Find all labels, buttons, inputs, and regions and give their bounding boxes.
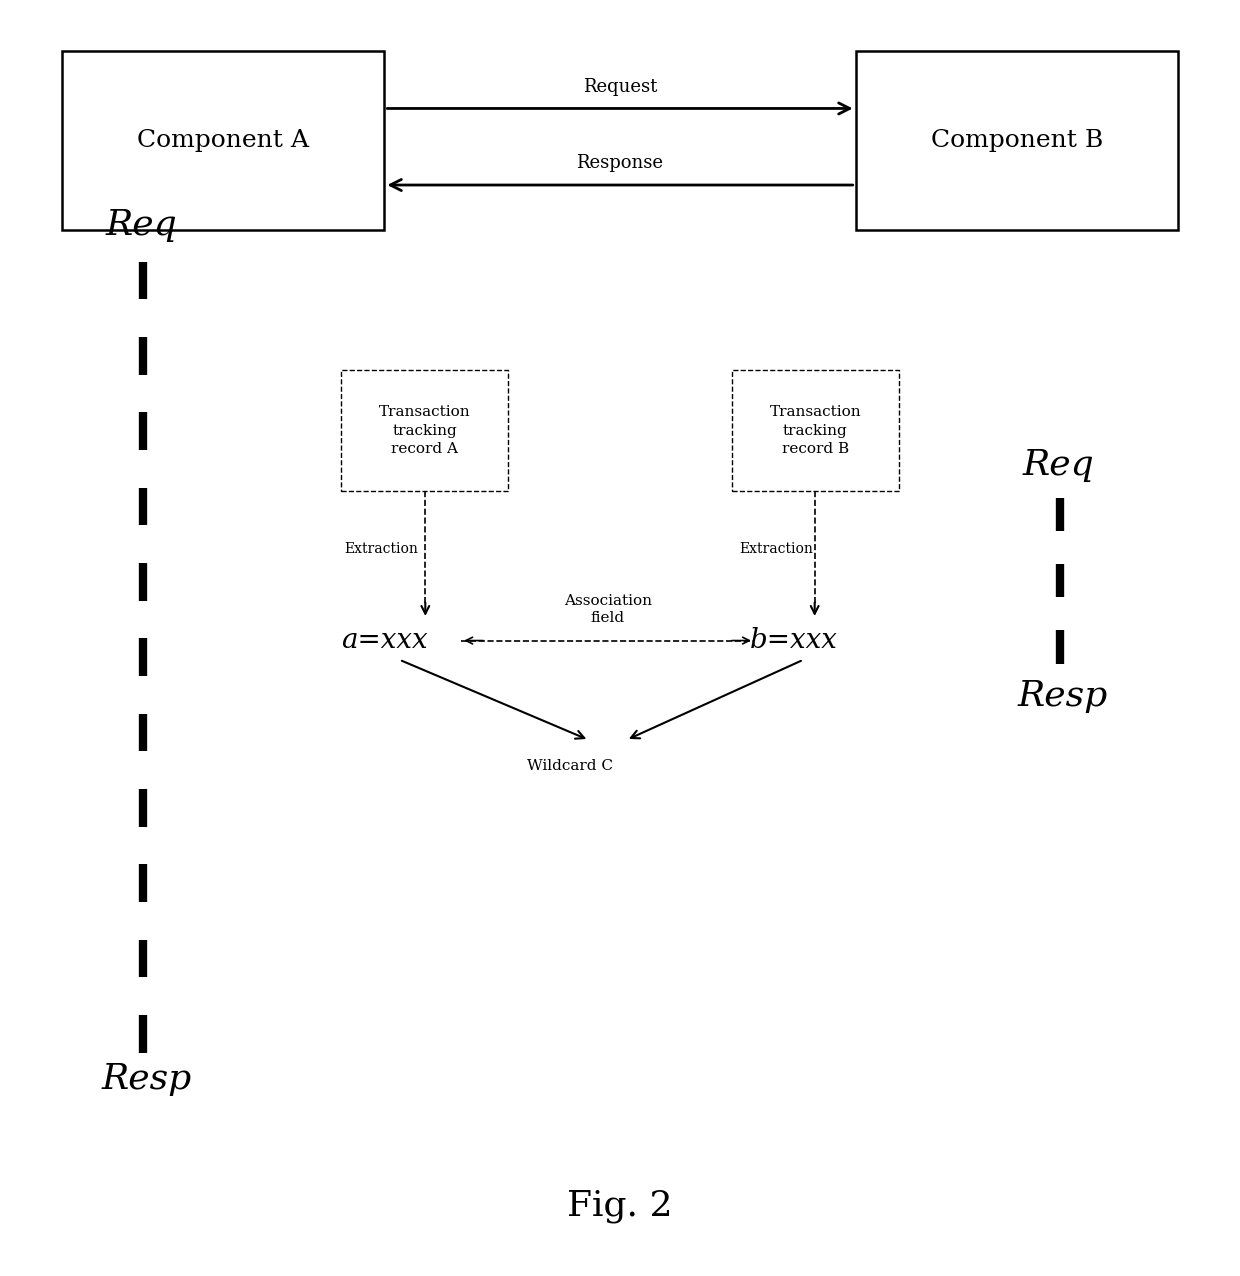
Bar	[856, 51, 1178, 230]
Text: Resp: Resp	[1018, 679, 1109, 713]
Text: Req: Req	[105, 208, 177, 242]
Text: Resp: Resp	[102, 1062, 192, 1096]
Text: Extraction: Extraction	[739, 542, 813, 555]
Text: Extraction: Extraction	[345, 542, 419, 555]
Bar	[732, 370, 899, 491]
Text: Request: Request	[583, 78, 657, 96]
Text: Transaction
tracking
record B: Transaction tracking record B	[770, 406, 861, 456]
Text: Fig. 2: Fig. 2	[567, 1189, 673, 1222]
Text: Wildcard C: Wildcard C	[527, 759, 614, 773]
Bar	[341, 370, 508, 491]
Bar	[62, 51, 384, 230]
Text: Response: Response	[577, 154, 663, 172]
Text: Component B: Component B	[931, 129, 1102, 152]
Text: Association
field: Association field	[564, 593, 651, 625]
Text: Component A: Component A	[138, 129, 309, 152]
Text: Req: Req	[1023, 448, 1095, 482]
Text: b=xxx: b=xxx	[750, 627, 837, 655]
Text: a=xxx: a=xxx	[341, 627, 428, 655]
Text: Transaction
tracking
record A: Transaction tracking record A	[379, 406, 470, 456]
